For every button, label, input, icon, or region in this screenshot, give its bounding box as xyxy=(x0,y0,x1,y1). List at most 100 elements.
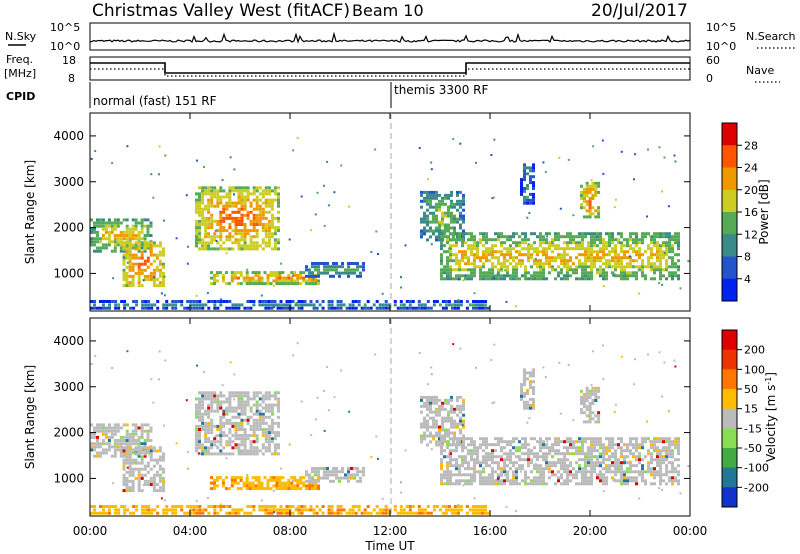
power-cell xyxy=(287,273,291,277)
velocity-cell xyxy=(494,470,497,474)
x-tick-label: 08:00 xyxy=(273,524,308,538)
power-cell xyxy=(180,300,184,303)
power-cell xyxy=(281,279,285,283)
velocity-cell xyxy=(216,409,220,413)
velocity-cell xyxy=(449,479,452,483)
power-cell xyxy=(608,235,611,239)
power-cell xyxy=(102,303,105,307)
power-cell xyxy=(198,306,202,310)
power-cell xyxy=(207,232,211,236)
power-cell xyxy=(277,216,280,220)
velocity-cell xyxy=(162,483,165,486)
power-cell xyxy=(674,232,677,236)
power-cell xyxy=(210,189,214,193)
velocity-cell xyxy=(470,449,473,453)
velocity-cell xyxy=(497,464,500,468)
power-cell xyxy=(674,265,677,269)
power-cell xyxy=(560,259,563,263)
velocity-cell xyxy=(465,505,469,508)
power-cell xyxy=(131,268,135,272)
power-cell xyxy=(160,292,163,295)
power-cell xyxy=(163,294,166,297)
velocity-cell xyxy=(662,449,665,453)
velocity-cell xyxy=(426,398,429,402)
velocity-cell xyxy=(602,467,605,471)
velocity-cell xyxy=(467,482,470,486)
velocity-cell xyxy=(128,479,132,483)
velocity-cell xyxy=(456,505,460,508)
power-cell xyxy=(101,234,105,237)
velocity-cell xyxy=(198,443,201,447)
power-cell xyxy=(447,208,450,212)
power-cell xyxy=(417,303,421,307)
power-cell xyxy=(506,271,509,275)
power-cell xyxy=(458,232,461,236)
power-cell xyxy=(605,259,608,263)
velocity-cell xyxy=(446,440,449,444)
velocity-cell xyxy=(671,479,674,483)
power-cell xyxy=(485,274,488,278)
power-cell xyxy=(563,259,566,263)
power-cell xyxy=(614,268,617,272)
power-cell xyxy=(594,187,598,191)
power-cell xyxy=(198,198,201,202)
velocity-cell xyxy=(237,400,241,404)
power-cell xyxy=(282,306,286,310)
power-cell xyxy=(509,250,512,254)
velocity-cell xyxy=(644,440,647,444)
power-cell xyxy=(656,232,659,236)
power-cell xyxy=(635,271,638,275)
power-cell xyxy=(500,268,503,272)
power-cell xyxy=(485,253,488,257)
velocity-cell xyxy=(491,443,494,447)
power-cell xyxy=(140,237,144,241)
power-cell xyxy=(529,178,532,182)
velocity-cell xyxy=(240,394,244,398)
power-cell xyxy=(119,246,123,250)
velocity-cell xyxy=(345,511,349,515)
power-cell xyxy=(426,223,429,227)
power-cell xyxy=(482,235,485,239)
power-cell xyxy=(228,226,232,230)
velocity-cell xyxy=(269,476,273,480)
velocity-cell xyxy=(204,424,208,428)
power-cell xyxy=(449,277,452,281)
power-cell xyxy=(240,198,244,202)
velocity-cell xyxy=(597,395,601,399)
velocity-cell xyxy=(585,386,589,390)
power-cell xyxy=(128,230,132,234)
power-cell xyxy=(294,303,298,307)
velocity-cell xyxy=(641,443,644,447)
velocity-cell xyxy=(195,440,198,444)
velocity-cell xyxy=(104,429,108,433)
velocity-cell xyxy=(233,481,237,485)
velocity-cell xyxy=(658,351,661,354)
power-cell xyxy=(653,271,656,275)
power-cell xyxy=(590,271,593,275)
power-cell xyxy=(137,241,141,245)
power-cell xyxy=(638,268,641,272)
velocity-cell xyxy=(449,443,452,447)
velocity-cell xyxy=(258,391,262,395)
power-cell xyxy=(126,145,129,148)
power-cell xyxy=(174,306,178,310)
velocity-cell xyxy=(438,425,441,429)
velocity-cell xyxy=(617,461,620,465)
power-cell xyxy=(213,273,216,277)
velocity-cell xyxy=(204,397,208,401)
power-cell xyxy=(446,235,449,239)
power-cell xyxy=(258,223,262,226)
power-cell xyxy=(482,262,485,266)
power-cell xyxy=(243,195,247,199)
power-cell xyxy=(105,306,108,310)
power-cell xyxy=(251,279,255,283)
power-cell xyxy=(255,235,259,239)
power-cell xyxy=(204,189,208,193)
power-cell xyxy=(243,238,247,242)
power-cell xyxy=(608,244,611,248)
velocity-cell xyxy=(119,435,123,439)
velocity-cell xyxy=(101,423,105,427)
velocity-cell xyxy=(635,476,638,480)
power-cell xyxy=(650,247,653,251)
velocity-cell xyxy=(362,473,365,477)
